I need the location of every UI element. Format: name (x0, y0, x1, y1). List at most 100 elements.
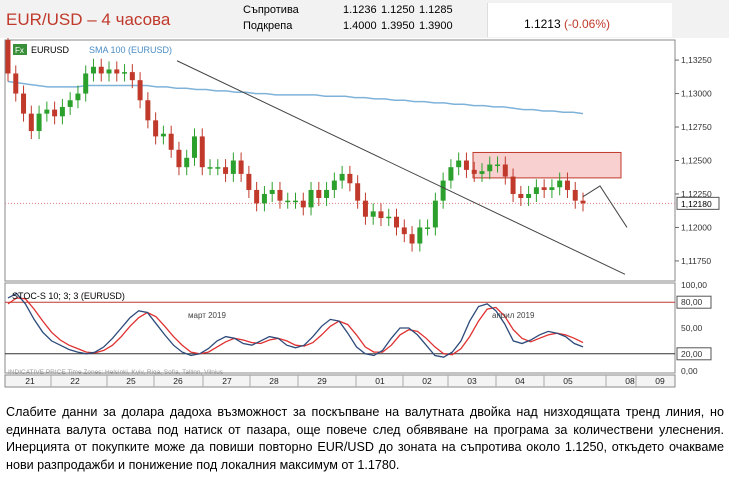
price-box: 1.1213 (-0.06%) (487, 3, 672, 37)
x-axis: 21 22 25 26 27 28 29 01 02 03 04 05 08 09 март 2019 апр… (25, 311, 665, 387)
y-tick-label: 1,13250 (681, 55, 712, 65)
candle-body (153, 120, 159, 137)
candle-body (137, 80, 143, 101)
candle-body (52, 109, 58, 117)
x-tick-label: 27 (222, 376, 232, 386)
candle-body (261, 193, 267, 204)
stoch-d-line (7, 297, 584, 356)
levels-table: Съпротива 1.1236 1.1250 1.1285 Подкрепа … (243, 2, 457, 34)
candle-body (479, 171, 485, 174)
candle-body (487, 164, 493, 172)
legend-symbol: EURUSD (31, 45, 70, 55)
candle-body (285, 200, 291, 203)
candle-body (300, 200, 306, 208)
y-axis: 1,13250 1,13000 1,12750 1,12500 1,12250 1,120… (675, 55, 720, 266)
candle-body (176, 149, 182, 168)
watermark: INDICATIVE PRICE Time Zones: Helsinki, K… (8, 369, 224, 376)
support-value: 1.3900 (419, 20, 453, 32)
x-tick-label: 05 (563, 376, 573, 386)
candle-body (5, 40, 11, 74)
candle-body (541, 187, 547, 190)
candle-body (308, 189, 314, 208)
x-tick-label: 28 (269, 376, 279, 386)
candle-body (370, 211, 376, 217)
candle-body (238, 160, 244, 174)
y-tick-label: 1,11750 (681, 256, 711, 266)
candle-body (114, 69, 120, 74)
last-price-tag (676, 196, 720, 210)
sma-line (7, 80, 584, 115)
fx-icon (13, 44, 27, 55)
chart-title: EUR/USD – 4 часова (6, 10, 171, 29)
stoch-tick-label: 100,00 (681, 280, 707, 290)
candle-body (557, 180, 563, 188)
candle-body (269, 189, 275, 194)
candle-body (409, 234, 415, 244)
x-tick-label: 26 (173, 376, 183, 386)
candle-body (417, 227, 423, 244)
candle-body (75, 93, 81, 101)
candle-body (401, 227, 407, 235)
candle-body (362, 200, 368, 217)
y-tick-label: 1,12500 (681, 156, 712, 166)
last-price-change: (-0.06%) (563, 17, 610, 31)
downtrend-line (176, 60, 626, 275)
candle-body (347, 173, 353, 184)
support-label: Подкрепа (243, 20, 293, 32)
candle-body (207, 167, 213, 169)
candle-body (386, 216, 392, 219)
trend-lines (176, 60, 628, 275)
support-value: 1.4000 (343, 20, 377, 32)
candle-body (425, 227, 431, 229)
candle-body (394, 216, 400, 228)
candle-body (564, 180, 570, 190)
x-tick-label: 29 (317, 376, 327, 386)
candle-body (339, 173, 345, 181)
x-tick-label: 21 (25, 376, 35, 386)
candle-body (168, 133, 174, 150)
candle-body (67, 100, 73, 107)
month-label: април 2019 (492, 311, 535, 320)
candle-body (28, 113, 34, 132)
candle-body (293, 200, 298, 203)
candle-body (36, 113, 42, 132)
candle-body (549, 187, 555, 190)
candle-body (510, 176, 516, 194)
candle-body (518, 193, 524, 198)
candle-body (230, 160, 236, 174)
header-bar: EUR/USD – 4 часова Съпротива 1.1236 1.12… (0, 0, 729, 38)
candle-body (378, 211, 384, 219)
sma-layer (7, 80, 584, 115)
candle-body (471, 169, 477, 174)
candle-body (246, 173, 252, 190)
candle-body (145, 100, 151, 121)
resistance-value: 1.1250 (381, 4, 415, 16)
candle-body (572, 189, 578, 201)
candle-body (580, 200, 586, 204)
candle-body (526, 193, 532, 198)
candle-body (122, 72, 128, 74)
stoch-panel (4, 282, 676, 374)
stoch-tick-label: 50,00 (681, 323, 703, 333)
candle-body (199, 136, 205, 168)
projection-line (582, 185, 628, 228)
candle-body (191, 136, 197, 158)
candle-body (21, 93, 27, 114)
candle-body (495, 164, 501, 167)
candle-body (324, 189, 330, 198)
last-price-value: 1.1213 (523, 17, 561, 31)
candle-body (215, 167, 221, 169)
fx-icon-text: Fx (15, 46, 24, 55)
candle-body (160, 133, 166, 137)
stoch-tick-label: 80,00 (681, 297, 703, 307)
candle-body (13, 73, 19, 94)
x-tick-label: 04 (515, 376, 525, 386)
x-tick-label: 03 (467, 376, 477, 386)
last-price: 1.1213 (-0.06%) (524, 17, 610, 31)
candle-body (533, 187, 539, 194)
candle-body (106, 69, 112, 74)
x-tick-label: 08 (625, 376, 635, 386)
legend: Fx EURUSD SMA 100 (EURUSD) STOC-S 10; 3;… (8, 44, 224, 376)
price-chart[interactable]: 1,13250 1,13000 1,12750 1,12500 1,12250 1,120… (0, 38, 729, 400)
candle-body (316, 189, 322, 198)
